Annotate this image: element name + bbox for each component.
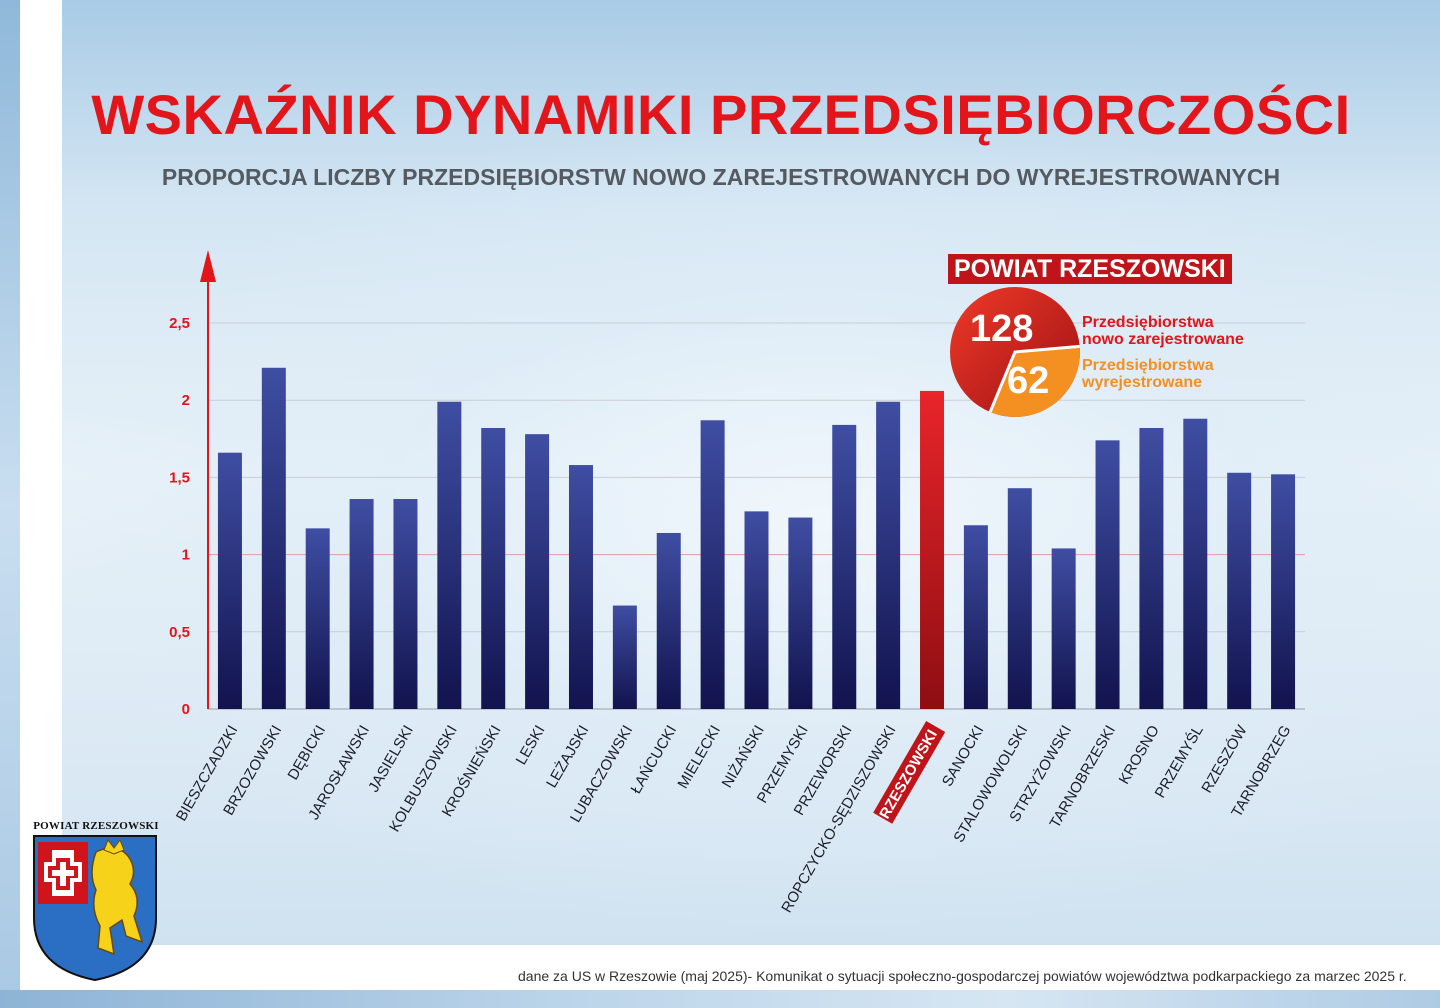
legend-registered: Przedsiębiorstwa nowo zarejestrowane [1082, 314, 1244, 348]
bar [1051, 548, 1076, 709]
bar [305, 528, 330, 709]
x-tick-label: LESKI [513, 723, 549, 768]
y-tick-label: 0 [182, 701, 190, 718]
legend-deregistered: Przedsiębiorstwa wyrejestrowane [1082, 357, 1214, 391]
coat-of-arms-logo: POWIAT RZESZOWSKI [30, 818, 162, 984]
bar [788, 517, 813, 709]
y-tick-label: 0,5 [169, 624, 190, 641]
bar [700, 420, 725, 709]
bar [832, 424, 857, 709]
x-tick-label: SANOCKI [939, 723, 987, 790]
y-tick-label: 1 [182, 547, 190, 564]
x-tick-text: DĘBICKI [284, 723, 329, 783]
chart-subtitle: PROPORCJA LICZBY PRZEDSIĘBIORSTW NOWO ZA… [161, 164, 1281, 190]
bar [393, 499, 418, 709]
x-tick-text: KROSNO [1116, 723, 1163, 788]
left-decorative-strip [0, 0, 20, 1008]
x-tick-label: KROSNO [1116, 723, 1163, 788]
bar [525, 434, 550, 709]
bar [1139, 427, 1164, 709]
bar [963, 525, 988, 709]
pie-divider-line [988, 344, 1080, 413]
y-tick-label: 1,5 [169, 469, 190, 486]
bar [568, 465, 593, 709]
pie-registered-value: 128 [970, 308, 1034, 350]
bar-highlighted [920, 390, 945, 709]
pie-deregistered-value: 62 [1007, 360, 1050, 402]
legend-deregistered-line1: Przedsiębiorstwa [1082, 357, 1214, 374]
x-tick-label: NIŻAŃSKI [718, 722, 768, 791]
y-axis-arrow-icon [200, 250, 216, 282]
bar [656, 532, 681, 709]
highlight-pie [950, 287, 1080, 418]
x-tick-text: NIŻAŃSKI [718, 722, 768, 791]
x-tick-text: JASIELSKI [365, 723, 417, 796]
x-tick-label: ŁAŃCUCKI [628, 723, 681, 797]
bar [744, 511, 769, 709]
legend-deregistered-line2: wyrejestrowane [1082, 374, 1203, 391]
bottom-decorative-strip [0, 990, 1440, 1008]
chart-title: WSKAŹNIK DYNAMIKI PRZEDSIĘBIORCZOŚCI [91, 83, 1351, 146]
bar [261, 367, 286, 709]
x-tick-highlight-box [873, 721, 946, 824]
y-axis [200, 250, 216, 709]
x-tick-text: MIELECKI [674, 723, 724, 792]
x-tick-text: SANOCKI [939, 723, 987, 790]
bar [217, 452, 242, 709]
x-tick-label: JASIELSKI [365, 723, 417, 796]
bar [1007, 488, 1032, 709]
slide-background [62, 0, 1440, 945]
x-tick-text: LEŻAJSKI [542, 722, 592, 791]
legend-registered-line2: nowo zarejestrowane [1082, 331, 1244, 348]
logo-label: POWIAT RZESZOWSKI [33, 820, 159, 832]
bar [349, 499, 374, 709]
legend-registered-line1: Przedsiębiorstwa [1082, 314, 1214, 331]
bar [876, 401, 901, 709]
x-tick-label: DĘBICKI [284, 723, 329, 783]
bar [1227, 472, 1252, 709]
bar [1271, 474, 1296, 709]
y-tick-label: 2 [182, 392, 190, 409]
bars [217, 367, 1296, 709]
y-tick-labels: 0 0,5 1 1,5 2 2,5 [169, 315, 190, 718]
coat-of-arms-icon [33, 835, 157, 982]
bar [437, 401, 462, 709]
bar [612, 605, 637, 709]
x-tick-label: MIELECKI [674, 723, 724, 792]
x-tick-label: LEŻAJSKI [542, 722, 592, 791]
bar [1095, 440, 1120, 709]
bar [481, 427, 506, 709]
pie-slice-deregistered [990, 346, 1080, 418]
highlight-district-label: POWIAT RZESZOWSKI [948, 254, 1232, 284]
x-tick-text: ŁAŃCUCKI [628, 723, 681, 797]
bar [1183, 418, 1208, 709]
x-tick-text: LESKI [513, 723, 549, 768]
y-tick-label: 2,5 [169, 315, 190, 332]
source-footnote: dane za US w Rzeszowie (maj 2025)- Komun… [518, 968, 1407, 984]
